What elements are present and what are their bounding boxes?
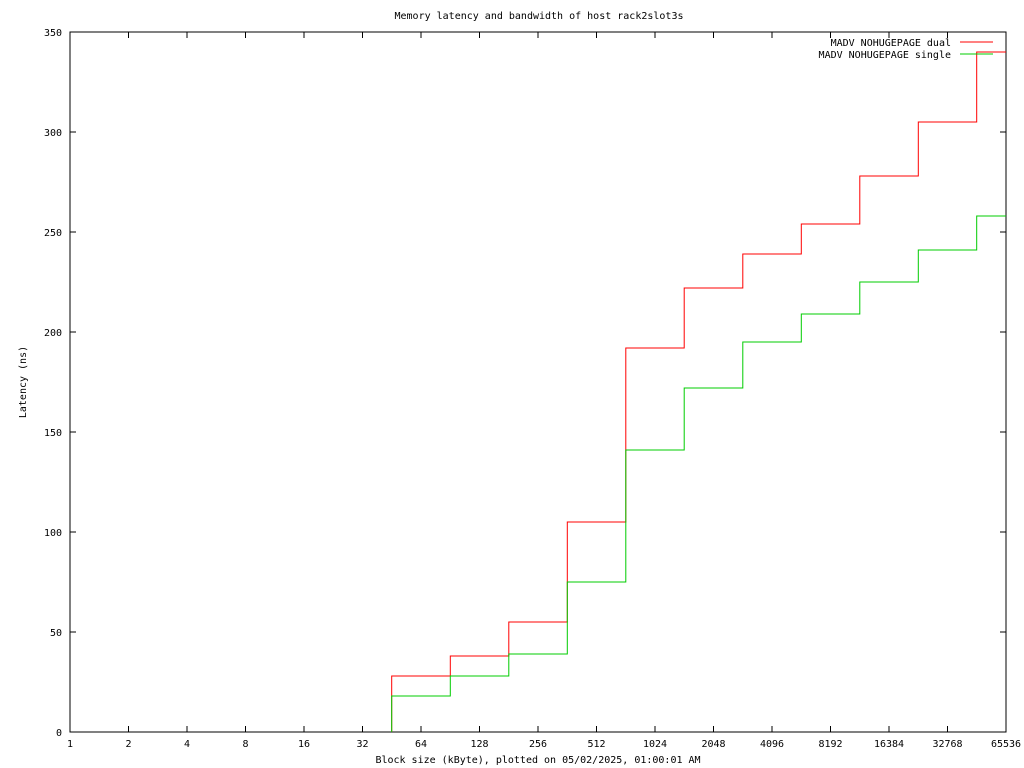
x-tick-label: 4096: [760, 739, 784, 750]
series-layer: [391, 51, 1006, 732]
x-tick-label: 32: [356, 739, 368, 750]
x-tick-label: 4: [184, 739, 190, 750]
series-line-1: [391, 51, 1006, 732]
y-tick-label: 300: [44, 128, 62, 139]
legend-label: MADV NOHUGEPAGE single: [819, 50, 951, 61]
x-tick-label: 1: [67, 739, 73, 750]
y-tick-label: 250: [44, 228, 62, 239]
chart-title: Memory latency and bandwidth of host rac…: [395, 11, 684, 22]
x-tick-label: 8: [242, 739, 248, 750]
y-tick-label: 350: [44, 28, 62, 39]
x-tick-label: 65536: [991, 739, 1021, 750]
axis-ticks: 1 2 4 8 16 32 64 128 256 512 1024 2048 4096 8192 16384…: [44, 28, 1021, 750]
x-axis-label: Block size (kByte), plotted on 05/02/202…: [375, 755, 700, 766]
y-axis-label: Latency (ns): [18, 346, 29, 418]
x-tick-label: 512: [587, 739, 605, 750]
plot-frame: [69, 31, 1007, 733]
x-tick-label: 2048: [701, 739, 725, 750]
y-tick-label: 50: [50, 628, 62, 639]
x-tick-label: 32768: [932, 739, 962, 750]
x-tick-label: 64: [415, 739, 427, 750]
x-tick-label: 128: [470, 739, 488, 750]
y-tick-label: 100: [44, 528, 62, 539]
x-tick-label: 8192: [818, 739, 842, 750]
y-tick-label: 0: [56, 728, 62, 739]
x-tick-label: 1024: [643, 739, 667, 750]
legend-label: MADV NOHUGEPAGE dual: [831, 38, 951, 49]
x-tick-label: 16: [298, 739, 310, 750]
x-tick-label: 2: [125, 739, 131, 750]
x-tick-label: 256: [529, 739, 547, 750]
y-tick-label: 200: [44, 328, 62, 339]
y-tick-label: 150: [44, 428, 62, 439]
x-tick-label: 16384: [874, 739, 904, 750]
series-line-2: [391, 215, 1006, 732]
